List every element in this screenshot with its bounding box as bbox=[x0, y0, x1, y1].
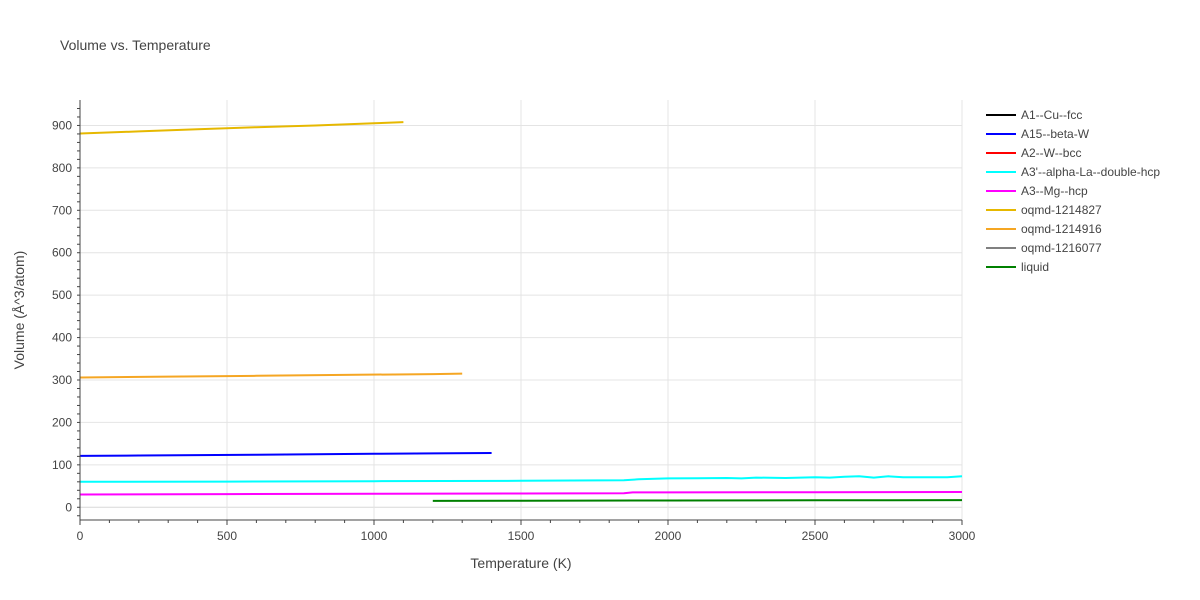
series-line-6 bbox=[79, 372, 463, 379]
y-axis-title: Volume (Å^3/atom) bbox=[11, 251, 27, 370]
x-tick-label: 500 bbox=[217, 529, 237, 543]
grid bbox=[80, 100, 963, 520]
series-line-5 bbox=[79, 121, 404, 135]
legend-label-1: A15--beta-W bbox=[1021, 127, 1090, 141]
series-line-8 bbox=[432, 499, 963, 502]
y-tick-label: 800 bbox=[52, 161, 72, 175]
plot-area bbox=[79, 121, 963, 502]
legend: A1--Cu--fcc A15--beta-W A2--W--bcc A3'--alp… bbox=[986, 108, 1160, 274]
series-line-4 bbox=[79, 491, 963, 496]
x-axis-title: Temperature (K) bbox=[470, 555, 571, 571]
legend-label-2: A2--W--bcc bbox=[1021, 146, 1081, 160]
y-tick-label: 700 bbox=[52, 203, 72, 217]
legend-label-3: A3'--alpha-La--double-hcp bbox=[1021, 165, 1160, 179]
x-tick-label: 1500 bbox=[508, 529, 535, 543]
y-tick-label: 500 bbox=[52, 288, 72, 302]
legend-label-4: A3--Mg--hcp bbox=[1021, 184, 1088, 198]
y-tick-label: 400 bbox=[52, 331, 72, 345]
x-tick-label: 2000 bbox=[655, 529, 682, 543]
legend-label-0: A1--Cu--fcc bbox=[1021, 108, 1082, 122]
x-tick-label: 2500 bbox=[802, 529, 829, 543]
series-line-3 bbox=[79, 475, 963, 483]
axes: 0 100 200 300 400 500 600 700 800 900 0 500 1000 1500… bbox=[52, 100, 976, 543]
chart-title: Volume vs. Temperature bbox=[60, 37, 211, 53]
y-tick-label: 900 bbox=[52, 118, 72, 132]
y-tick-label: 600 bbox=[52, 246, 72, 260]
y-tick-label: 300 bbox=[52, 373, 72, 387]
x-tick-label: 0 bbox=[77, 529, 84, 543]
legend-label-7: oqmd-1216077 bbox=[1021, 241, 1102, 255]
x-tick-label: 1000 bbox=[361, 529, 388, 543]
x-tick-label: 3000 bbox=[949, 529, 976, 543]
legend-label-8: liquid bbox=[1021, 260, 1049, 274]
y-tick-label: 0 bbox=[65, 500, 72, 514]
legend-label-5: oqmd-1214827 bbox=[1021, 203, 1102, 217]
legend-label-6: oqmd-1214916 bbox=[1021, 222, 1102, 236]
series-line-1 bbox=[79, 452, 492, 457]
y-tick-label: 200 bbox=[52, 415, 72, 429]
y-tick-label: 100 bbox=[52, 458, 72, 472]
